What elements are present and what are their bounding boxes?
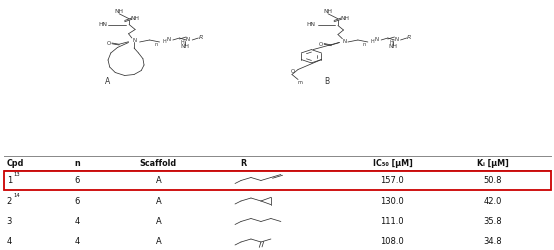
Text: 35.8: 35.8: [484, 217, 502, 226]
Text: 13: 13: [13, 172, 20, 178]
Text: HN: HN: [98, 22, 107, 28]
Text: N: N: [132, 38, 136, 43]
Text: Cpd: Cpd: [7, 159, 24, 168]
Text: O: O: [319, 42, 324, 47]
Text: IC₅₀ [μM]: IC₅₀ [μM]: [373, 159, 413, 168]
Text: 108.0: 108.0: [381, 238, 404, 246]
Text: HN: HN: [307, 22, 316, 28]
Text: H: H: [162, 39, 166, 44]
Text: 3: 3: [7, 217, 12, 226]
Text: R: R: [240, 159, 247, 168]
Text: NH: NH: [181, 44, 189, 49]
Text: N: N: [375, 38, 379, 43]
Text: H: H: [181, 40, 184, 46]
Text: N: N: [394, 38, 398, 43]
Text: n: n: [75, 159, 80, 168]
Text: N: N: [186, 38, 190, 43]
Text: NH: NH: [340, 16, 349, 21]
Text: A: A: [105, 77, 111, 86]
Text: B: B: [324, 77, 330, 86]
Text: 130.0: 130.0: [381, 196, 404, 205]
Text: 34.8: 34.8: [484, 238, 502, 246]
Text: H: H: [371, 39, 374, 44]
Text: 4: 4: [75, 217, 80, 226]
Text: H: H: [389, 40, 393, 46]
Text: 6: 6: [75, 196, 80, 205]
Text: R: R: [407, 36, 411, 41]
Text: 157.0: 157.0: [381, 176, 404, 185]
Text: Kᵢ [μM]: Kᵢ [μM]: [477, 159, 509, 168]
Text: A: A: [156, 176, 162, 185]
Text: A: A: [156, 217, 162, 226]
Text: A: A: [156, 238, 162, 246]
Text: O: O: [290, 69, 295, 74]
Text: A: A: [156, 196, 162, 205]
Text: NH: NH: [131, 16, 140, 21]
Text: 14: 14: [13, 193, 20, 198]
Text: N: N: [166, 38, 171, 43]
Text: 1: 1: [7, 176, 12, 185]
Text: 4: 4: [7, 238, 12, 246]
Text: R: R: [198, 36, 203, 41]
Text: m: m: [298, 80, 302, 84]
Text: NH: NH: [324, 9, 332, 14]
Text: N: N: [342, 39, 347, 44]
Text: 50.8: 50.8: [484, 176, 502, 185]
Text: O: O: [107, 42, 111, 46]
Text: 111.0: 111.0: [381, 217, 404, 226]
Text: 42.0: 42.0: [484, 196, 502, 205]
Text: Scaffold: Scaffold: [139, 159, 177, 168]
Text: 2: 2: [7, 196, 12, 205]
Text: 6: 6: [75, 176, 80, 185]
Text: 4: 4: [75, 238, 80, 246]
Text: NH: NH: [389, 44, 398, 49]
Text: n: n: [155, 42, 158, 48]
Text: NH: NH: [115, 9, 124, 14]
Text: n: n: [363, 42, 366, 48]
